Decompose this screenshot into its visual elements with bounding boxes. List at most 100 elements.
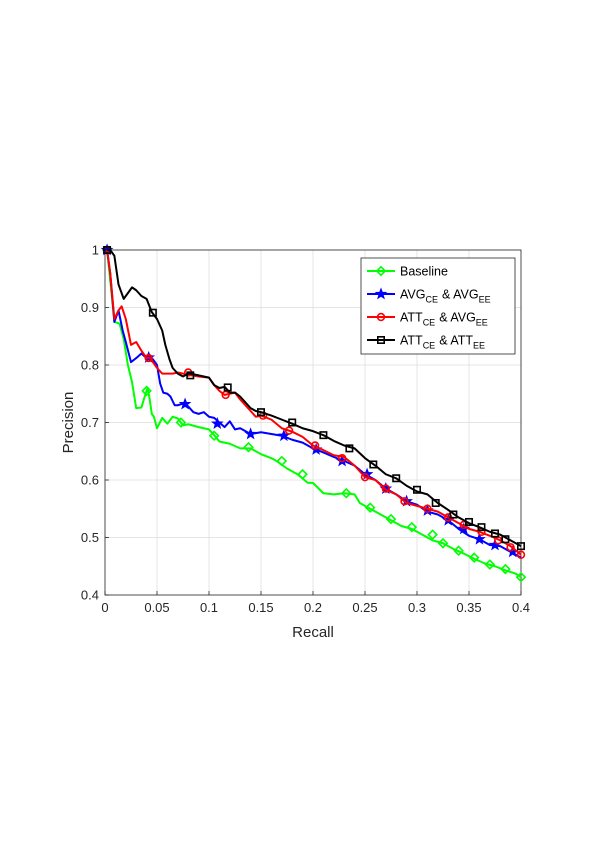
legend-subscript: CE bbox=[423, 341, 436, 351]
data-point bbox=[449, 510, 458, 519]
data-point bbox=[423, 504, 432, 513]
data-point bbox=[477, 523, 486, 532]
data-point bbox=[319, 431, 328, 440]
legend-subscript: EE bbox=[473, 341, 485, 351]
data-point bbox=[208, 430, 220, 442]
data-point bbox=[345, 444, 354, 453]
legend-item: ATTCE & ATTEE bbox=[367, 334, 485, 351]
data-point bbox=[175, 417, 187, 428]
data-point bbox=[364, 502, 376, 513]
series-line bbox=[106, 249, 522, 556]
data-point bbox=[506, 543, 515, 552]
data-point bbox=[243, 441, 254, 453]
legend-text-part: Baseline bbox=[400, 265, 448, 279]
data-point bbox=[437, 537, 449, 549]
series-layer bbox=[100, 243, 527, 583]
legend-label: ATTCE & ATTEE bbox=[400, 334, 485, 351]
y-tick-label: 0.6 bbox=[81, 473, 99, 488]
data-point bbox=[500, 563, 511, 575]
data-point bbox=[288, 418, 297, 427]
legend-text-part: AVG bbox=[400, 288, 425, 302]
data-point bbox=[464, 517, 473, 526]
legend-subscript: CE bbox=[425, 295, 438, 305]
y-axis-label: Precision bbox=[60, 392, 77, 454]
y-tick-label: 0.8 bbox=[81, 358, 99, 373]
data-point bbox=[276, 455, 288, 467]
data-point bbox=[186, 371, 195, 380]
data-point bbox=[385, 513, 397, 525]
data-point bbox=[141, 385, 152, 397]
legend-label: AVGCE & AVGEE bbox=[400, 288, 491, 305]
x-tick-label: 0.1 bbox=[200, 600, 218, 615]
data-point bbox=[400, 497, 409, 506]
x-axis-label: Recall bbox=[292, 624, 334, 641]
x-tick-label: 0.4 bbox=[512, 600, 530, 615]
data-point bbox=[223, 383, 232, 392]
data-point bbox=[473, 532, 486, 545]
legend-label: Baseline bbox=[400, 265, 448, 279]
legend-text-part: & AVG bbox=[439, 311, 476, 325]
legend-label: ATTCE & AVGEE bbox=[400, 311, 488, 328]
legend-box bbox=[360, 257, 516, 355]
data-point bbox=[381, 484, 390, 493]
legend-item: ATTCE & AVGEE bbox=[367, 311, 488, 328]
legend-subscript: CE bbox=[423, 318, 436, 328]
series-line bbox=[106, 249, 522, 579]
legend-subscript: EE bbox=[479, 295, 491, 305]
data-point bbox=[515, 571, 527, 583]
series-1 bbox=[101, 244, 527, 583]
data-point bbox=[284, 426, 294, 435]
data-point bbox=[244, 427, 257, 440]
x-tick-label: 0.2 bbox=[304, 600, 322, 615]
data-point bbox=[369, 460, 378, 469]
legend-text-part: ATT bbox=[400, 311, 423, 325]
data-point bbox=[340, 487, 352, 499]
series-4 bbox=[103, 246, 525, 551]
x-tick-label: 0.25 bbox=[352, 600, 377, 615]
legend-swatch-marker bbox=[374, 287, 388, 300]
data-point bbox=[337, 453, 347, 463]
data-point bbox=[406, 521, 418, 533]
x-tick-label: 0.15 bbox=[248, 600, 273, 615]
data-point bbox=[210, 416, 224, 430]
series-line bbox=[107, 249, 522, 548]
data-point bbox=[501, 535, 510, 544]
y-axis-ticks: 0.4 0.5 0.6 0.7 0.8 0.9 1 bbox=[81, 243, 109, 603]
data-point bbox=[412, 485, 421, 494]
y-tick-label: 1 bbox=[92, 243, 99, 258]
data-point bbox=[427, 529, 438, 540]
data-point bbox=[392, 474, 401, 483]
data-point bbox=[310, 441, 320, 450]
data-point bbox=[148, 308, 157, 317]
legend-text-part: & AVG bbox=[442, 288, 479, 302]
legend-swatch-marker bbox=[376, 312, 386, 322]
data-point bbox=[453, 545, 464, 557]
data-point bbox=[297, 468, 308, 480]
data-point bbox=[103, 246, 112, 255]
data-point bbox=[484, 559, 496, 570]
y-tick-label: 0.4 bbox=[81, 588, 99, 603]
data-point bbox=[490, 529, 499, 538]
x-tick-label: 0 bbox=[101, 600, 108, 615]
series-3 bbox=[102, 245, 526, 559]
legend-text-part: ATT bbox=[400, 334, 423, 348]
y-tick-label: 0.5 bbox=[81, 530, 99, 545]
data-point bbox=[468, 552, 480, 563]
data-point bbox=[178, 397, 192, 410]
data-point bbox=[144, 353, 153, 363]
legend-item: AVGCE & AVGEE bbox=[367, 287, 491, 305]
x-tick-label: 0.3 bbox=[408, 600, 426, 615]
legend-item: Baseline bbox=[367, 265, 448, 279]
legend-text-part: & ATT bbox=[439, 334, 473, 348]
y-tick-label: 0.9 bbox=[81, 300, 99, 315]
legend-swatch-marker bbox=[376, 335, 385, 344]
x-tick-label: 0.35 bbox=[456, 600, 481, 615]
data-point bbox=[256, 408, 265, 417]
data-point bbox=[360, 472, 370, 482]
x-tick-label: 0.05 bbox=[144, 600, 169, 615]
data-point bbox=[221, 390, 230, 400]
data-point bbox=[516, 542, 525, 551]
data-point bbox=[516, 550, 526, 559]
